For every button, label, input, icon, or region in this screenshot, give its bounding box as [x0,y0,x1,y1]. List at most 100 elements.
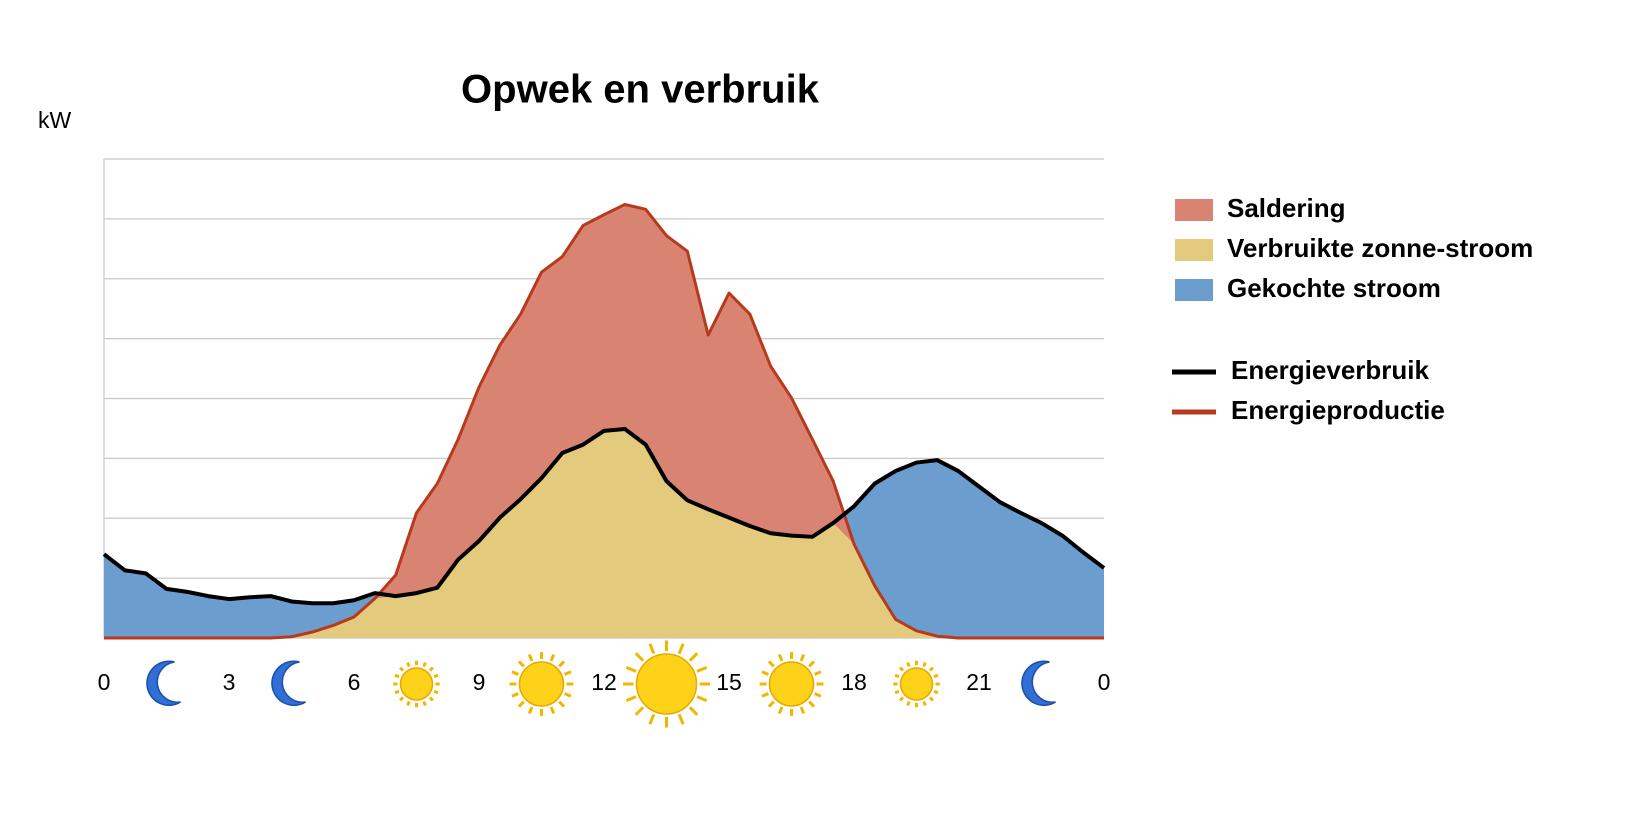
sun-ray [625,665,637,673]
x-tick-label: 9 [473,669,486,695]
legend-label: Energieverbruik [1231,355,1430,385]
sun-ray [428,666,434,672]
sun-ray [549,653,556,662]
moon-icon [146,660,181,707]
sun-ray [814,670,822,676]
line-0 [102,427,1106,606]
sun-ray [894,689,900,695]
sun-ray [511,670,519,676]
sun-ray [433,673,439,679]
sun-ray [527,653,534,662]
sun-ray [517,660,525,668]
sun-ray [761,670,769,676]
weather-icon [623,640,710,728]
weather-icon [146,660,181,707]
sun-icon [899,667,934,701]
sun-ray [648,643,656,655]
sun-ray [767,700,775,708]
sun-icon [635,653,698,715]
sun-ray [625,695,637,703]
sun-ray [549,706,556,715]
sun-ray [558,700,566,708]
legend-label: Energieproductie [1231,395,1445,425]
sun-ray [808,660,816,668]
sun-ray [928,696,934,702]
x-tick-label: 18 [841,669,867,695]
sun-ray [922,661,927,668]
x-tick-label: 6 [348,669,361,695]
sun-ray [394,673,400,679]
sun-ray [433,689,439,695]
legend-label: Gekochte stroom [1227,273,1441,303]
sun-ray [777,653,784,662]
sun-ray [696,695,708,703]
sun-icon [399,667,434,701]
sun-ray [648,713,656,725]
sun-ray [928,666,934,672]
sun-ray [799,653,806,662]
sun-ray [406,661,411,668]
sun-ray [688,652,699,662]
x-tick-label: 0 [98,669,111,695]
sun-ray [899,696,905,702]
sun-ray [428,696,434,702]
x-tick-label: 15 [716,669,742,695]
weather-icon [509,652,574,716]
y-axis-label: kW [38,107,72,133]
moon-icon [1021,660,1056,707]
sun-ray [894,673,900,679]
sun-ray [564,692,572,698]
sun-ray [799,706,806,715]
sun-ray [634,706,645,716]
weather-icon [393,660,440,708]
legend-label: Saldering [1227,193,1345,223]
sun-ray [899,666,905,672]
sun-ray [814,692,822,698]
x-tick-label: 12 [591,669,617,695]
sun-ray [564,670,572,676]
legend-swatch [1175,199,1213,221]
sun-ray [406,700,411,707]
line-1 [104,203,1104,640]
legend-swatch [1175,279,1213,301]
sun-ray [761,692,769,698]
sun-icon [518,661,565,707]
sun-ray [558,660,566,668]
weather-icon [759,652,824,716]
x-tick-label: 3 [223,669,236,695]
sun-ray [517,700,525,708]
sun-ray [767,660,775,668]
sun-icon [768,661,815,707]
weather-icon [1021,660,1056,707]
sun-ray [677,713,685,725]
weather-icon [893,660,940,708]
sun-ray [634,652,645,662]
moon-icon [271,660,306,707]
x-tick-label: 0 [1098,669,1111,695]
area-saldering [104,204,1104,638]
sun-ray [677,643,685,655]
area-verbruikt [104,429,1104,638]
sun-ray [696,665,708,673]
sun-ray [777,706,784,715]
sun-ray [688,706,699,716]
sun-ray [906,661,911,668]
sun-ray [527,706,534,715]
sun-ray [399,666,405,672]
sun-ray [808,700,816,708]
sun-ray [906,700,911,707]
sun-ray [422,661,427,668]
legend-swatch [1175,239,1213,261]
sun-ray [933,689,939,695]
chart-title: Opwek en verbruik [461,68,820,112]
sun-ray [394,689,400,695]
sun-ray [422,700,427,707]
weather-icon [271,660,306,707]
sun-ray [511,692,519,698]
x-tick-label: 21 [966,669,992,695]
sun-ray [399,696,405,702]
legend-label: Verbruikte zonne-stroom [1227,233,1533,263]
sun-ray [922,700,927,707]
sun-ray [933,673,939,679]
